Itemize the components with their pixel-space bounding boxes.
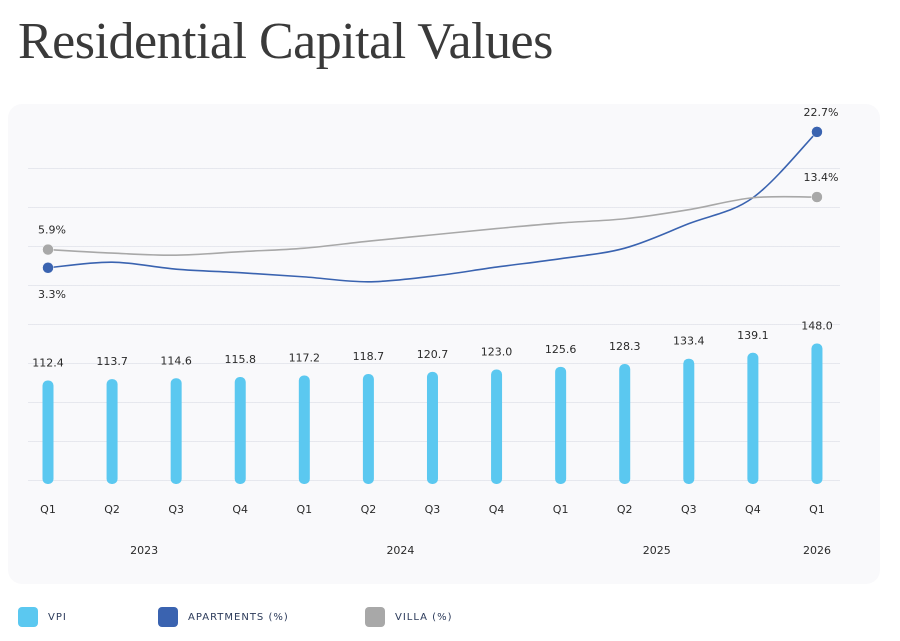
chart-title: Residential Capital Values bbox=[18, 13, 553, 70]
bar bbox=[106, 379, 118, 484]
x-group-label: 2025 bbox=[643, 544, 671, 557]
data-label: 114.6 bbox=[160, 354, 192, 367]
legend-item: VILLA (%) bbox=[365, 607, 453, 627]
data-label: 125.6 bbox=[545, 343, 577, 356]
bar bbox=[747, 352, 759, 484]
line-point bbox=[811, 191, 823, 203]
line-point bbox=[811, 126, 823, 138]
legend-swatch bbox=[158, 607, 178, 627]
x-tick-label: Q4 bbox=[745, 503, 761, 516]
chart-card bbox=[8, 104, 880, 584]
legend-label: APARTMENTS (%) bbox=[188, 611, 289, 623]
line-point bbox=[42, 262, 54, 274]
x-tick-label: Q3 bbox=[681, 503, 697, 516]
data-label: 118.7 bbox=[353, 350, 385, 363]
x-group-label: 2024 bbox=[386, 544, 414, 557]
bar bbox=[555, 366, 567, 484]
bar bbox=[362, 373, 374, 484]
bar bbox=[683, 358, 695, 484]
bar bbox=[298, 375, 310, 484]
x-tick-label: Q4 bbox=[232, 503, 248, 516]
legend-label: VILLA (%) bbox=[395, 611, 453, 623]
x-tick-label: Q1 bbox=[553, 503, 569, 516]
data-label: 128.3 bbox=[609, 340, 641, 353]
bar bbox=[426, 371, 438, 484]
bar bbox=[234, 377, 246, 484]
bar bbox=[170, 378, 182, 484]
x-tick-label: Q4 bbox=[489, 503, 505, 516]
data-label: 120.7 bbox=[417, 348, 449, 361]
legend-item: VPI bbox=[18, 607, 67, 627]
x-tick-label: Q1 bbox=[296, 503, 312, 516]
x-group-label: 2026 bbox=[803, 544, 831, 557]
x-tick-label: Q1 bbox=[40, 503, 56, 516]
data-label: 117.2 bbox=[289, 352, 321, 365]
x-tick-label: Q3 bbox=[168, 503, 184, 516]
data-label: 133.4 bbox=[673, 335, 705, 348]
legend-swatch bbox=[18, 607, 38, 627]
data-label: 115.8 bbox=[224, 353, 256, 366]
x-tick-label: Q1 bbox=[809, 503, 825, 516]
x-tick-label: Q2 bbox=[104, 503, 120, 516]
bar bbox=[42, 380, 54, 484]
data-label: 5.9% bbox=[38, 224, 66, 237]
data-label: 112.4 bbox=[32, 357, 64, 370]
bar bbox=[491, 369, 503, 484]
data-label: 148.0 bbox=[801, 320, 833, 333]
line bbox=[47, 195, 817, 256]
legend-label: VPI bbox=[48, 611, 67, 623]
data-label: 22.7% bbox=[803, 106, 838, 119]
data-label: 113.7 bbox=[96, 355, 128, 368]
bar bbox=[619, 364, 631, 484]
x-tick-label: Q2 bbox=[361, 503, 377, 516]
legend-item: APARTMENTS (%) bbox=[158, 607, 289, 627]
x-group-label: 2023 bbox=[130, 544, 158, 557]
bar bbox=[811, 343, 823, 484]
legend-swatch bbox=[365, 607, 385, 627]
line bbox=[47, 131, 818, 283]
line-point bbox=[42, 243, 54, 256]
x-tick-label: Q2 bbox=[617, 503, 633, 516]
data-label: 3.3% bbox=[38, 288, 66, 301]
x-tick-label: Q3 bbox=[425, 503, 441, 516]
data-label: 13.4% bbox=[803, 171, 838, 184]
data-label: 139.1 bbox=[737, 329, 769, 342]
data-label: 123.0 bbox=[481, 346, 513, 359]
